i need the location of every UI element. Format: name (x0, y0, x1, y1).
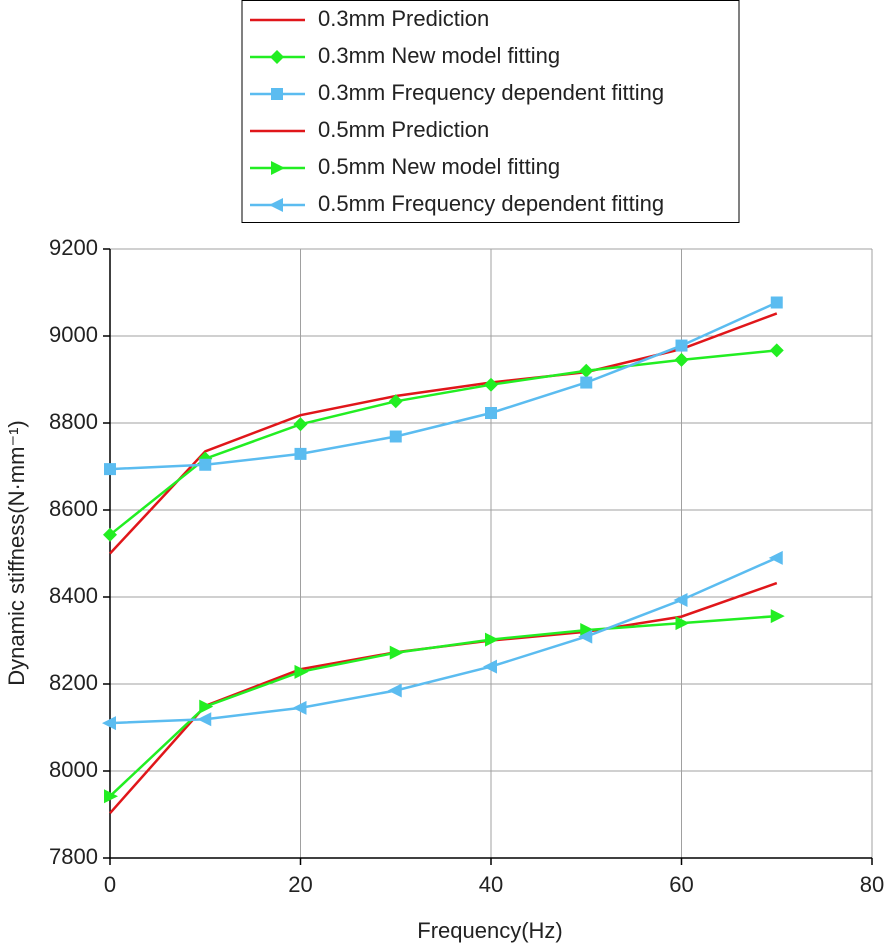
x-tick-label: 40 (479, 872, 503, 897)
marker (673, 593, 688, 608)
marker (768, 550, 783, 565)
legend-label: 0.5mm Prediction (318, 117, 489, 142)
marker (770, 609, 785, 624)
legend-box (241, 0, 740, 223)
x-tick-label: 0 (104, 872, 116, 897)
series-line (109, 349, 777, 536)
y-tick-label: 9200 (49, 235, 98, 260)
marker (483, 659, 497, 674)
y-tick-label: 8800 (49, 409, 98, 434)
marker (579, 363, 594, 378)
y-axis-title: Dynamic stiffness(N·mm⁻¹) (4, 420, 29, 685)
marker (580, 376, 593, 389)
y-tick-label: 9000 (49, 322, 98, 347)
y-tick-label: 8600 (49, 496, 98, 521)
marker (294, 447, 307, 460)
marker (387, 683, 402, 698)
marker (271, 88, 283, 100)
marker (270, 50, 284, 64)
marker (674, 352, 689, 367)
x-axis-title: Frequency(Hz) (417, 918, 562, 943)
marker (199, 458, 212, 471)
series-line (109, 556, 778, 725)
legend-label: 0.3mm Prediction (318, 6, 489, 31)
marker (104, 463, 116, 476)
x-tick-label: 20 (288, 872, 312, 897)
y-tick-label: 8000 (49, 757, 98, 782)
marker (294, 664, 309, 679)
marker (103, 527, 117, 542)
y-tick-label: 7800 (49, 844, 98, 869)
marker (293, 417, 308, 432)
x-tick-label: 60 (669, 872, 693, 897)
marker (675, 616, 690, 631)
legend-label: 0.3mm New model fitting (318, 43, 560, 68)
marker (485, 632, 499, 647)
legend-label: 0.5mm Frequency dependent fitting (318, 191, 664, 216)
marker (769, 343, 784, 358)
marker (389, 430, 402, 443)
marker (675, 339, 688, 352)
y-tick-label: 8400 (49, 583, 98, 608)
series-line (109, 301, 778, 471)
marker (389, 645, 404, 660)
x-tick-label: 80 (860, 872, 884, 897)
marker (770, 296, 783, 309)
marker (199, 699, 214, 714)
marker (485, 406, 497, 419)
marker (102, 716, 116, 731)
marker (388, 394, 403, 409)
y-tick-label: 8200 (49, 670, 98, 695)
marker (580, 623, 595, 638)
marker (484, 377, 498, 392)
series-line (109, 614, 777, 798)
marker (197, 712, 212, 727)
marker (269, 198, 283, 212)
marker (104, 789, 118, 804)
marker (271, 161, 285, 175)
marker (292, 700, 307, 715)
marker (578, 629, 593, 644)
legend-label: 0.3mm Frequency dependent fitting (318, 80, 664, 105)
legend-label: 0.5mm New model fitting (318, 154, 560, 179)
